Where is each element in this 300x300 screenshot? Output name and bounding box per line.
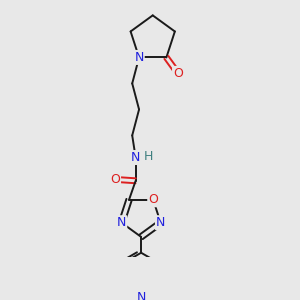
Text: N: N [131,151,140,164]
Text: N: N [136,291,146,300]
Text: O: O [110,173,120,186]
Text: O: O [173,67,183,80]
Text: N: N [117,216,126,229]
Text: N: N [156,216,165,229]
Text: H: H [144,150,154,163]
Text: N: N [134,51,144,64]
Text: O: O [148,193,158,206]
